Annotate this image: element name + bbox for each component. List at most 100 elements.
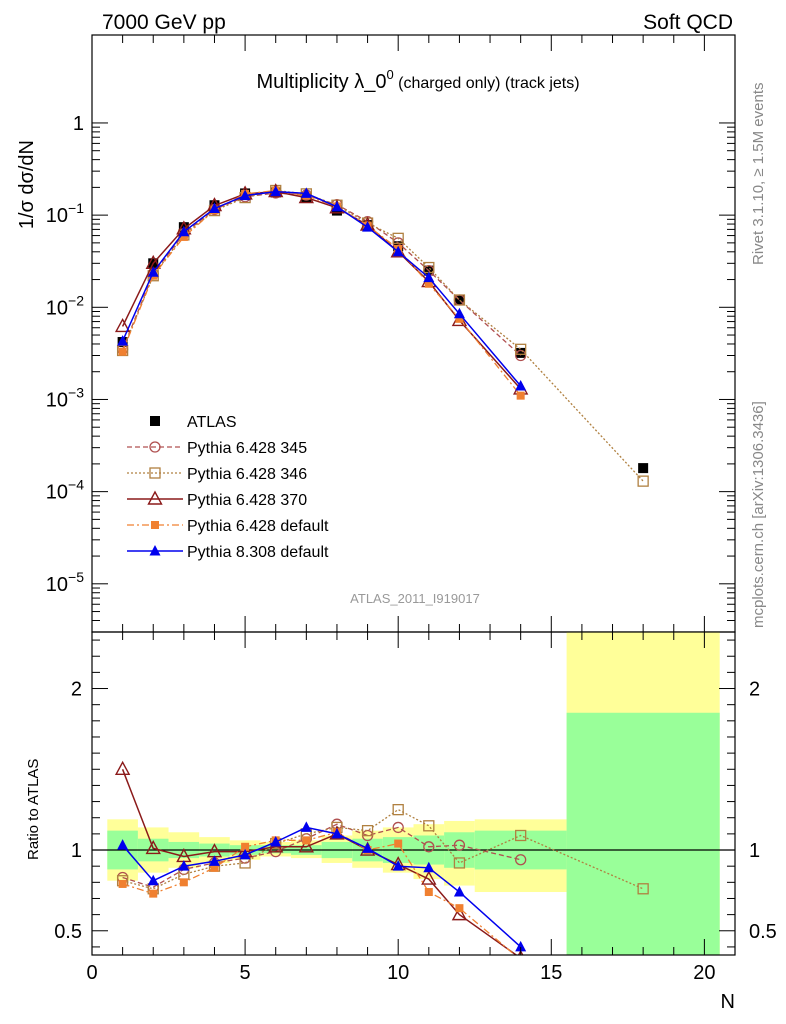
data-point: [637, 475, 649, 487]
data-point: [331, 200, 343, 212]
data-point: [208, 202, 220, 213]
ratio-y-tick-label-left: 0.5: [54, 921, 82, 943]
mcplots-label: mcplots.cern.ch [arXiv:1306.3436]: [750, 401, 767, 628]
data-point: [453, 307, 465, 319]
x-axis-label: N: [721, 991, 735, 1013]
ratio-point: [392, 860, 404, 871]
band-green: [260, 845, 292, 854]
ratio-point: [210, 863, 219, 872]
ratio-point: [179, 878, 188, 887]
series-line-2: [121, 189, 644, 482]
ratio-y-tick-label-left: 2: [71, 679, 82, 701]
legend-label: Pythia 6.428 345: [187, 440, 307, 457]
ratio-point: [423, 861, 435, 873]
data-point: [515, 343, 527, 355]
ratio-point: [392, 804, 404, 816]
data-point: [424, 279, 433, 288]
legend-label: Pythia 6.428 default: [187, 518, 329, 535]
legend-entry-4: Pythia 6.428 default: [127, 518, 329, 535]
data-point: [117, 335, 129, 346]
top-panel: 1 10−1 10−2 10−3 10−4 10−5 Multiplicity λ_00 …: [16, 34, 736, 633]
ratio-point: [302, 836, 311, 845]
series-line-5: [121, 190, 522, 387]
data-point: [300, 187, 312, 198]
ratio-point: [453, 886, 465, 897]
y-tick-label-2: 10−2: [46, 292, 84, 319]
series-4: [118, 186, 525, 400]
ratio-point: [453, 839, 466, 851]
analysis-label: ATLAS_2011_I919017: [350, 591, 480, 606]
legend-label: Pythia 6.428 346: [187, 466, 307, 483]
ratio-point: [515, 854, 527, 866]
ratio-point: [117, 839, 129, 850]
series-5: [117, 185, 527, 391]
y-tick-label-4: 10−4: [46, 477, 84, 504]
data-point: [515, 347, 526, 358]
data-point: [453, 294, 466, 306]
top-y-axis: 1 10−1 10−2 10−3 10−4 10−5: [46, 35, 736, 633]
ratio-y-tick-label-left: 1: [71, 840, 82, 862]
ratio-point: [208, 855, 220, 866]
ratio-point: [515, 829, 527, 842]
series-line-4: [121, 189, 522, 397]
ratio-point: [423, 841, 435, 853]
ratio-point: [114, 760, 131, 775]
title-suffix: (charged only) (track jets): [394, 75, 580, 92]
data-point: [147, 266, 159, 277]
data-point: [270, 185, 282, 197]
ratio-point: [392, 821, 404, 834]
ratio-point: [298, 838, 315, 853]
ratio-y-axis-label: Ratio to ATLAS: [25, 759, 42, 860]
legend-swatch-marker: [149, 545, 161, 556]
data-point: [179, 232, 188, 241]
legend-swatch-marker: [150, 416, 160, 426]
legend-label: Pythia 6.428 370: [187, 492, 307, 509]
data-point: [118, 347, 127, 356]
ratio-point: [178, 860, 190, 871]
series-line-3: [121, 190, 522, 390]
data-point: [239, 189, 251, 201]
series-1: [116, 187, 527, 362]
ratio-point: [361, 824, 374, 837]
ratio-point: [300, 821, 312, 832]
x-tick-label: 10: [387, 962, 409, 984]
title-superscript: 0: [386, 67, 393, 82]
legend-entry-2: Pythia 6.428 346: [127, 466, 307, 483]
ratio-panel: 0.5 0.51 12 20 5 10 15 20 Ratio to ATLAS N: [25, 631, 777, 1013]
ratio-point: [455, 904, 464, 913]
ratio-point: [424, 888, 433, 897]
top-plot-content: [114, 183, 649, 487]
data-point: [114, 317, 131, 333]
ratio-axes: 0.5 0.51 12 20 5 10 15 20: [54, 632, 777, 984]
x-tick-label: 15: [540, 962, 562, 984]
band-green: [566, 712, 720, 955]
ratio-point: [637, 883, 649, 895]
ratio-point: [362, 842, 374, 853]
ratio-plot-content: [92, 632, 735, 955]
ratio-point: [239, 848, 251, 860]
top-chart-title: Multiplicity λ_00 (charged only) (track …: [256, 67, 579, 93]
top-frame: [91, 34, 736, 633]
ratio-point: [241, 842, 250, 851]
ratio-point: [331, 827, 343, 839]
header-left: 7000 GeV pp: [102, 11, 226, 34]
data-point: [516, 391, 525, 400]
data-point: [178, 225, 190, 237]
legend-swatch-marker: [151, 521, 159, 529]
data-point: [454, 294, 465, 305]
series-line-1: [121, 192, 522, 356]
data-point: [362, 221, 374, 232]
ratio-y-tick-label-right: 1: [749, 840, 760, 862]
ratio-line-2: [121, 769, 518, 955]
ratio-point: [394, 839, 403, 848]
data-point: [455, 314, 464, 323]
ratio-point: [270, 835, 282, 847]
ratio-point: [118, 879, 127, 888]
x-tick-label: 5: [240, 962, 251, 984]
data-point: [638, 463, 649, 474]
data-point: [515, 349, 527, 362]
legend-swatch-marker: [149, 441, 161, 453]
top-y-axis-label: 1/σ dσ/dN: [16, 140, 38, 229]
ratio-point: [515, 940, 527, 952]
